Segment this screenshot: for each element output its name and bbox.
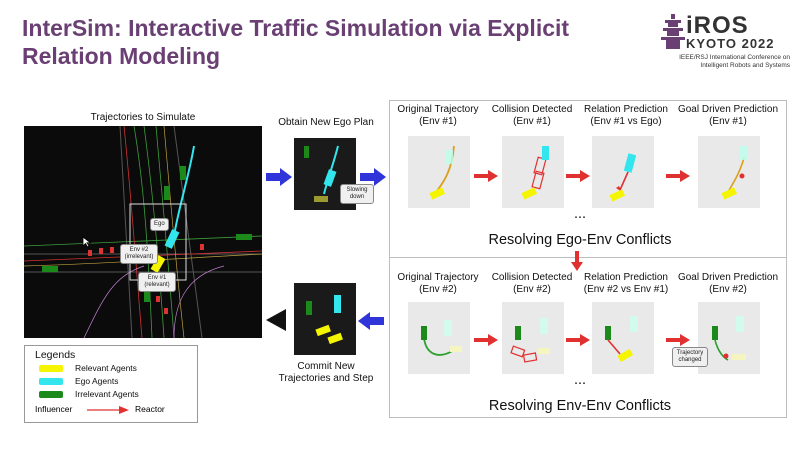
step-arrow-icon bbox=[474, 170, 498, 182]
commit-label: Commit New Trajectories and Step bbox=[278, 361, 374, 384]
top-step-1-image bbox=[408, 136, 470, 208]
bottom-step-4-label: Goal Driven Prediction (Env #2) bbox=[677, 272, 779, 295]
bottom-step-2-label: Collision Detected (Env #2) bbox=[491, 272, 573, 295]
top-step-2-label: Collision Detected (Env #1) bbox=[491, 104, 573, 127]
step-arrow-icon bbox=[566, 170, 590, 182]
top-step-4-label: Goal Driven Prediction (Env #1) bbox=[677, 104, 779, 127]
top-step-4-image bbox=[698, 136, 760, 208]
main-simulation-view: Ego Env #2 (irrelevant) Env #1 (relevant… bbox=[23, 125, 263, 339]
bottom-step-4-image bbox=[698, 302, 760, 374]
arrow-left-icon bbox=[358, 312, 384, 330]
iros-logo: iROS KYOTO 2022 IEEE/RSJ International C… bbox=[660, 12, 790, 82]
arrow-right-icon bbox=[266, 168, 292, 186]
irrelevant-swatch bbox=[39, 391, 63, 398]
arrow-right-icon bbox=[360, 168, 386, 186]
bottom-ellipsis: ... bbox=[573, 372, 587, 388]
legend-influencer: Influencer bbox=[35, 404, 73, 414]
bottom-step-2-image bbox=[502, 302, 564, 374]
logo-city: KYOTO 2022 bbox=[686, 36, 775, 51]
tag-ego: Ego bbox=[150, 218, 169, 231]
relevant-swatch bbox=[39, 365, 63, 372]
step-arrow-icon bbox=[666, 334, 690, 346]
main-panel-label: Trajectories to Simulate bbox=[90, 112, 196, 123]
slide-title: InterSim: Interactive Traffic Simulation… bbox=[22, 15, 570, 69]
pagoda-icon bbox=[661, 14, 685, 49]
triangle-left-icon bbox=[266, 309, 286, 331]
commit-view bbox=[294, 283, 356, 355]
logo-name: iROS bbox=[686, 12, 749, 39]
arrow-down-icon bbox=[571, 251, 583, 271]
bottom-step-1-label: Original Trajectory (Env #2) bbox=[397, 272, 479, 295]
step-arrow-icon bbox=[566, 334, 590, 346]
top-step-3-label: Relation Prediction (Env #1 vs Ego) bbox=[584, 104, 668, 127]
bottom-row-caption: Resolving Env-Env Conflicts bbox=[488, 398, 672, 414]
influence-arrow-icon bbox=[87, 406, 129, 414]
bottom-step-1-image bbox=[408, 302, 470, 374]
legend-reactor: Reactor bbox=[135, 404, 165, 414]
step-arrow-icon bbox=[666, 170, 690, 182]
legend-title: Legends bbox=[35, 349, 76, 361]
mouse-cursor-icon bbox=[82, 236, 92, 248]
top-step-3-image bbox=[592, 136, 654, 208]
step-arrow-icon bbox=[474, 334, 498, 346]
top-row-caption: Resolving Ego-Env Conflicts bbox=[488, 232, 672, 248]
tag-env-2: Env #2 (irrelevant) bbox=[120, 244, 158, 264]
tag-env-1: Env #1 (relevant) bbox=[138, 272, 176, 292]
trajectory-changed-callout: Trajectory changed bbox=[672, 347, 708, 367]
top-step-1-label: Original Trajectory (Env #1) bbox=[397, 104, 479, 127]
ego-plan-label: Obtain New Ego Plan bbox=[278, 117, 374, 128]
ego-plan-callout: Slowing down bbox=[340, 184, 374, 204]
bottom-step-3-image bbox=[592, 302, 654, 374]
ego-swatch bbox=[39, 378, 63, 385]
bottom-step-3-label: Relation Prediction (Env #2 vs Env #1) bbox=[583, 272, 669, 295]
road-map bbox=[23, 125, 263, 339]
legend: Legends Relevant Agents Ego Agents Irrel… bbox=[24, 345, 198, 423]
top-ellipsis: ... bbox=[573, 206, 587, 222]
row-divider bbox=[389, 257, 787, 258]
logo-subtitle: IEEE/RSJ International Conference on Int… bbox=[679, 54, 790, 69]
top-step-2-image bbox=[502, 136, 564, 208]
